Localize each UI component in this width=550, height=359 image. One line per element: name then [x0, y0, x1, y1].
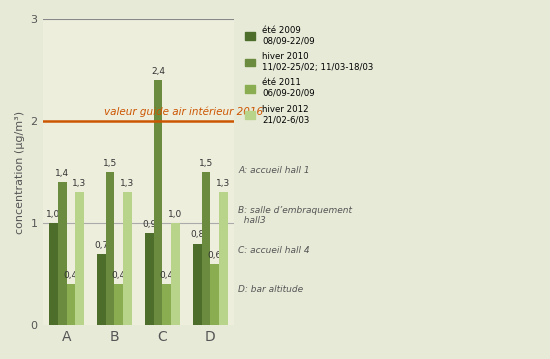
Legend: été 2009
08/09-22/09, hiver 2010
11/02-25/02; 11/03-18/03, été 2011
06/09-20/09,: été 2009 08/09-22/09, hiver 2010 11/02-2…	[243, 23, 376, 127]
Bar	[97, 254, 106, 325]
Text: valeur guide air intérieur 2016: valeur guide air intérieur 2016	[104, 107, 263, 117]
Bar	[171, 223, 180, 325]
Bar	[58, 182, 67, 325]
Bar	[67, 284, 75, 325]
Text: 0,6: 0,6	[207, 251, 222, 260]
Bar	[211, 264, 219, 325]
Text: D: bar altitude: D: bar altitude	[238, 285, 304, 294]
Text: 1,0: 1,0	[168, 210, 183, 219]
Text: 0,4: 0,4	[112, 271, 126, 280]
Text: 1,3: 1,3	[120, 180, 135, 188]
Text: 0,4: 0,4	[160, 271, 174, 280]
Bar	[202, 172, 211, 325]
Text: B: salle d’embraquement
  hall3: B: salle d’embraquement hall3	[238, 206, 352, 225]
Bar	[75, 192, 84, 325]
Text: 0,4: 0,4	[64, 271, 78, 280]
Bar	[145, 233, 154, 325]
Bar	[162, 284, 171, 325]
Text: A: accueil hall 1: A: accueil hall 1	[238, 166, 310, 175]
Text: 1,3: 1,3	[73, 180, 86, 188]
Bar	[219, 192, 228, 325]
Bar	[50, 223, 58, 325]
Text: 0,8: 0,8	[190, 230, 205, 239]
Text: 2,4: 2,4	[151, 67, 165, 76]
Text: 1,0: 1,0	[46, 210, 60, 219]
Text: C: accueil hall 4: C: accueil hall 4	[238, 246, 310, 255]
Text: 1,4: 1,4	[55, 169, 69, 178]
Bar	[106, 172, 114, 325]
Bar	[193, 243, 202, 325]
Text: 1,5: 1,5	[103, 159, 117, 168]
Text: 1,3: 1,3	[216, 180, 230, 188]
Y-axis label: concentration (µg/m³): concentration (µg/m³)	[15, 111, 25, 234]
Bar	[123, 192, 132, 325]
Bar	[114, 284, 123, 325]
Text: 1,5: 1,5	[199, 159, 213, 168]
Text: 0,9: 0,9	[142, 220, 157, 229]
Text: 0,7: 0,7	[95, 241, 109, 250]
Bar	[154, 80, 162, 325]
